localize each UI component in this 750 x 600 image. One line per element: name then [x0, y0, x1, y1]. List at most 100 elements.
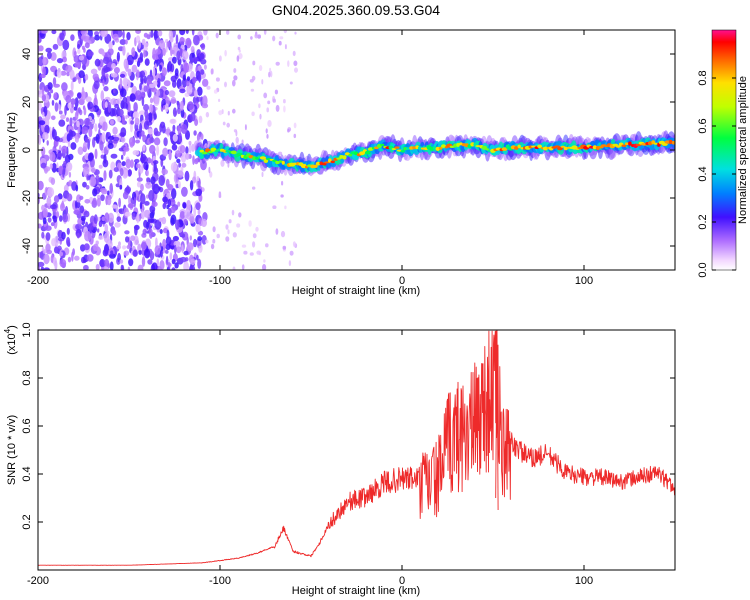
spectrogram-noise-cell [65, 117, 70, 122]
spectrogram-noise-cell [183, 62, 190, 73]
spectrogram-noise-cell [91, 119, 95, 125]
spectrogram-ridge-core [281, 160, 285, 165]
spectrogram-noise-cell [183, 250, 189, 256]
spectrogram-noise-cell [149, 205, 156, 214]
spectrogram-noise-cell [135, 139, 140, 144]
spectrogram-noise-cell [169, 252, 173, 261]
spectrogram-noise-cell [250, 36, 253, 40]
spectrogram-noise-cell [106, 190, 110, 196]
spectrogram-noise-cell [60, 70, 67, 76]
spectrogram-noise-cell [122, 191, 129, 200]
spectrogram-noise-cell [74, 111, 79, 120]
spectrogram-noise-cell [126, 244, 131, 250]
spectrogram-noise-cell [119, 73, 126, 78]
spectrogram-noise-cell [70, 80, 74, 92]
spectrogram-x-tick-label: 0 [399, 275, 405, 287]
spectrogram-noise-cell [147, 157, 152, 164]
snr-x-tick-label: 0 [399, 575, 405, 587]
spectrogram-noise-cell [110, 250, 114, 256]
spectrogram-noise-cell [100, 30, 105, 37]
spectrogram-noise-cell [47, 82, 53, 90]
spectrogram-noise-cell [104, 67, 111, 72]
spectrogram-ridge-core [438, 146, 443, 150]
spectrogram-noise-cell [87, 101, 94, 110]
spectrogram-noise-cell [181, 162, 187, 168]
spectrogram-noise-cell [141, 241, 147, 250]
spectrogram-ridge-core [554, 145, 561, 148]
snr-x-ticks: -200 -100 0 100 [27, 330, 593, 587]
spectrogram-noise-cell [134, 158, 140, 164]
spectrogram-noise-cell [66, 72, 70, 77]
spectrogram-noise-cell [93, 214, 98, 225]
spectrogram-noise-cell [85, 96, 92, 103]
spectrogram-noise-cell [175, 34, 179, 45]
spectrogram-noise-cell [62, 56, 67, 63]
spectrogram-noise-cell [136, 212, 140, 222]
spectrogram-noise-cell [209, 171, 213, 178]
spectrogram-ridge-core [255, 156, 259, 160]
spectrogram-noise-cell [62, 39, 70, 51]
spectrogram-noise-cell [236, 223, 241, 228]
spectrogram-noise-cell [142, 228, 147, 235]
spectrogram-noise-cell [175, 173, 179, 183]
spectrogram-noise-cell [50, 177, 56, 185]
spectrogram-noise-cell [237, 34, 241, 40]
spectrogram-noise-cell [56, 68, 62, 79]
spectrogram-noise-cell [85, 185, 90, 190]
spectrogram-noise-cell [268, 71, 271, 78]
snr-frame [37, 329, 676, 571]
spectrogram-noise-cell [69, 69, 75, 81]
spectrogram-noise-cell [114, 104, 120, 109]
spectrogram-noise-cell [241, 244, 247, 248]
spectrogram-noise-cell [231, 209, 235, 216]
spectrogram-noise-cell [185, 30, 189, 34]
spectrogram-noise-cell [150, 176, 156, 185]
spectrogram-noise-cell [167, 207, 172, 217]
spectrogram-noise-cell [41, 94, 47, 102]
spectrogram-noise-cell [205, 239, 209, 244]
spectrogram-noise-cell [171, 144, 178, 151]
spectrogram-ridge-core [380, 143, 385, 146]
spectrogram-ridge-core [259, 156, 267, 160]
spectrogram-ridge-core [400, 149, 405, 153]
spectrogram-noise-cell [284, 44, 287, 50]
spectrogram-noise-cell [135, 239, 139, 245]
spectrogram-noise-cell [99, 140, 104, 151]
spectrogram-noise-cell [193, 206, 197, 218]
spectrogram-noise-cell [197, 236, 203, 242]
spectrogram-noise-cell [156, 258, 160, 267]
spectrogram-noise-cell [159, 229, 163, 234]
spectrogram-ridge-core [440, 144, 447, 148]
spectrogram-noise-cell [102, 249, 108, 257]
spectrogram-noise-cell [189, 180, 194, 191]
spectrogram-noise-cell [78, 55, 84, 61]
spectrogram-noise-cell [52, 215, 58, 223]
spectrogram-noise-cell [162, 238, 167, 250]
spectrogram-noise-cell [40, 266, 44, 270]
colorbar: 0.0 0.2 0.4 0.6 0.8 Normalized spectral ampl… [697, 29, 749, 278]
spectrogram-noise-cell [141, 210, 145, 220]
spectrogram-noise-cell [122, 30, 125, 40]
spectrogram-noise-cell [159, 123, 163, 133]
spectrogram-noise-cell [220, 159, 225, 167]
spectrogram-noise-cell [111, 108, 118, 117]
spectrogram-noise-cell [225, 236, 230, 242]
spectrogram-noise-cell [280, 230, 286, 238]
spectrogram-noise-cell [180, 63, 184, 72]
spectrogram-noise-cell [132, 111, 140, 119]
spectrogram-noise-cell [267, 100, 271, 105]
spectrogram-noise-cell [125, 186, 131, 194]
spectrogram-noise-cell [38, 261, 45, 267]
spectrogram-noise-cell [171, 267, 176, 270]
spectrogram-noise-cell [68, 129, 73, 141]
spectrogram-noise-cell [143, 209, 151, 218]
spectrogram-noise-cell [275, 61, 280, 66]
spectrogram-noise-cell [170, 119, 176, 124]
spectrogram-noise-cell [208, 166, 211, 174]
spectrogram-noise-cell [152, 80, 158, 86]
spectrogram-noise-cell [147, 128, 153, 135]
spectrogram-noise-cell [194, 158, 199, 165]
spectrogram-noise-cell [103, 232, 110, 243]
spectrogram-noise-cell [125, 236, 130, 243]
spectrogram-noise-cell [162, 47, 166, 57]
